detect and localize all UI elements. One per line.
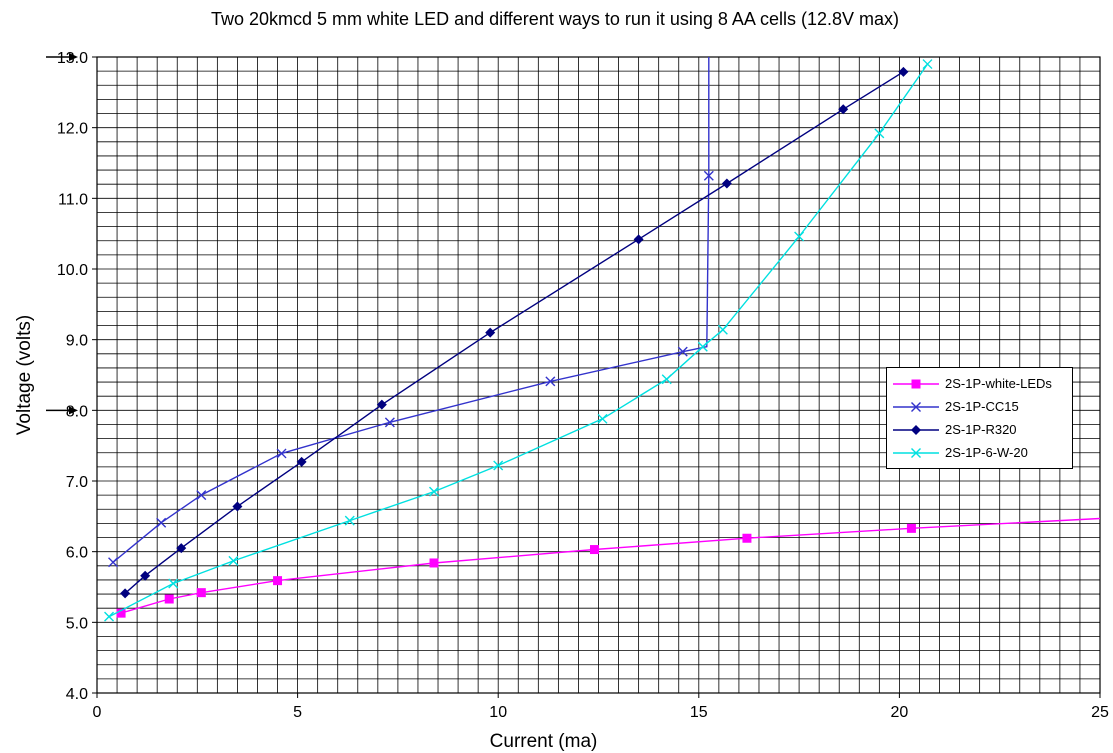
series-point-2S-1P-6-W-20 — [104, 611, 115, 622]
series-point-2S-1P-CC15 — [108, 557, 119, 568]
legend-swatch — [893, 447, 939, 458]
series-point-2S-1P-CC15 — [384, 417, 395, 428]
legend-swatch — [893, 424, 939, 435]
series-line-2S-1P-CC15 — [112, 57, 710, 563]
series-point-2S-1P-6-W-20 — [794, 231, 805, 242]
series-point-2S-1P-white-LEDs — [429, 558, 439, 568]
series-point-2S-1P-R320 — [633, 234, 644, 245]
legend-swatch — [893, 401, 939, 412]
legend-label: 2S-1P-6-W-20 — [945, 445, 1028, 460]
series-point-2S-1P-CC15 — [276, 448, 287, 459]
series-point-2S-1P-6-W-20 — [344, 515, 355, 526]
legend-item: 2S-1P-6-W-20 — [887, 441, 1072, 464]
series-point-2S-1P-6-W-20 — [922, 59, 933, 70]
series-point-2S-1P-6-W-20 — [493, 460, 504, 471]
y-tick-label: 4.0 — [66, 686, 88, 703]
x-tick-label: 5 — [293, 704, 302, 721]
y-axis-title: Voltage (volts) — [14, 315, 35, 435]
series-point-2S-1P-R320 — [898, 66, 909, 77]
legend-label: 2S-1P-white-LEDs — [945, 376, 1052, 391]
series-point-2S-1P-CC15 — [677, 346, 688, 357]
series-point-2S-1P-R320 — [376, 399, 387, 410]
series-point-2S-1P-6-W-20 — [697, 341, 708, 352]
series-point-2S-1P-white-LEDs — [116, 608, 126, 618]
x-tick-label: 15 — [690, 704, 708, 721]
series-point-2S-1P-CC15 — [545, 376, 556, 387]
series-point-2S-1P-white-LEDs — [742, 533, 752, 543]
chart-title: Two 20kmcd 5 mm white LED and different … — [211, 9, 899, 29]
legend-item: 2S-1P-white-LEDs — [887, 372, 1072, 395]
series-point-2S-1P-6-W-20 — [597, 413, 608, 424]
legend-item: 2S-1P-R320 — [887, 418, 1072, 441]
series-point-2S-1P-6-W-20 — [874, 128, 885, 139]
series-point-2S-1P-CC15 — [156, 517, 167, 528]
series-point-2S-1P-white-LEDs — [273, 576, 283, 586]
legend-swatch — [893, 379, 939, 388]
y-tick-label: 5.0 — [66, 615, 88, 632]
legend-label: 2S-1P-R320 — [945, 422, 1017, 437]
series-point-2S-1P-R320 — [485, 327, 496, 338]
series-point-2S-1P-white-LEDs — [196, 588, 206, 598]
x-tick-label: 0 — [93, 704, 102, 721]
legend-label: 2S-1P-CC15 — [945, 399, 1019, 414]
series-point-2S-1P-R320 — [838, 104, 849, 115]
series-point-2S-1P-white-LEDs — [164, 594, 174, 604]
x-tick-label: 20 — [891, 704, 909, 721]
series-point-2S-1P-6-W-20 — [661, 374, 672, 385]
x-tick-label: 10 — [489, 704, 507, 721]
y-tick-label: 11.0 — [58, 191, 88, 208]
series-point-2S-1P-6-W-20 — [228, 555, 239, 566]
series-point-2S-1P-R320 — [232, 501, 243, 512]
chart-legend: 2S-1P-white-LEDs 2S-1P-CC15 2S-1P-R320 2S-1… — [886, 367, 1073, 469]
series-point-2S-1P-white-LEDs — [906, 523, 916, 533]
y-tick-label: 10.0 — [57, 262, 88, 279]
series-point-2S-1P-6-W-20 — [168, 578, 179, 589]
annotation-arrow-head — [69, 53, 78, 61]
series-point-2S-1P-6-W-20 — [429, 486, 440, 497]
y-tick-label: 6.0 — [66, 545, 88, 562]
plot-frame — [96, 56, 1101, 694]
series-point-2S-1P-R320 — [296, 456, 307, 467]
series-point-2S-1P-R320 — [176, 543, 187, 554]
series-point-2S-1P-white-LEDs — [589, 545, 599, 555]
series-point-2S-1P-R320 — [140, 570, 151, 581]
y-tick-label: 7.0 — [66, 474, 88, 491]
annotation-arrow-head — [69, 406, 78, 415]
series-point-2S-1P-6-W-20 — [717, 324, 728, 335]
x-tick-label: 25 — [1091, 704, 1109, 721]
series-point-2S-1P-CC15 — [196, 490, 207, 501]
series-point-2S-1P-R320 — [120, 588, 131, 599]
y-tick-label: 9.0 — [66, 333, 88, 350]
series-point-2S-1P-CC15 — [703, 170, 714, 181]
x-axis-title: Current (ma) — [490, 731, 598, 752]
y-tick-label: 12.0 — [57, 121, 88, 138]
series-point-2S-1P-R320 — [721, 178, 732, 189]
legend-item: 2S-1P-CC15 — [887, 395, 1072, 418]
